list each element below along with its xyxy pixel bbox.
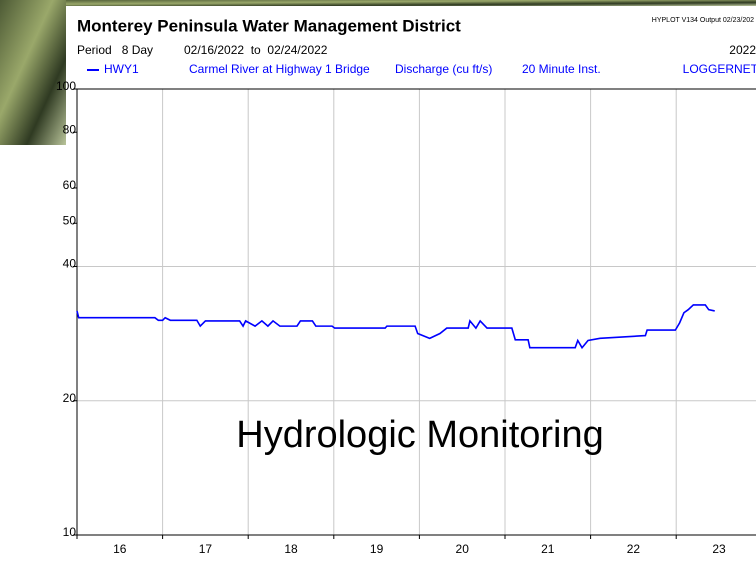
page: Monterey Peninsula Water Management Dist… — [0, 0, 756, 559]
y-tick-label: 60 — [63, 178, 77, 192]
y-tick-label: 20 — [63, 391, 77, 405]
source: LOGGERNET — [683, 62, 756, 76]
x-tick-label: 18 — [284, 542, 298, 556]
chart: Monterey Peninsula Water Management Dist… — [0, 0, 756, 559]
photo-strip — [0, 0, 756, 6]
y-tick-label: 40 — [63, 257, 77, 271]
program-note: HYPLOT V134 Output 02/23/202 — [652, 17, 754, 24]
y-tick-label: 80 — [63, 122, 77, 136]
station: Carmel River at Highway 1 Bridge — [189, 62, 370, 76]
parameter: Discharge (cu ft/s) — [395, 62, 492, 76]
x-tick-label: 20 — [456, 542, 470, 556]
x-tick-label: 17 — [199, 542, 213, 556]
interval: 20 Minute Inst. — [522, 62, 601, 76]
x-tick-label: 19 — [370, 542, 384, 556]
annotation: Hydrologic Monitoring — [236, 414, 604, 456]
legend-label: HWY1 — [104, 62, 139, 76]
photo — [0, 0, 66, 145]
chart-title: Monterey Peninsula Water Management Dist… — [77, 16, 461, 35]
x-tick-label: 22 — [627, 542, 641, 556]
year: 2022 — [729, 43, 756, 57]
date-range: 02/16/2022 to 02/24/2022 — [184, 43, 328, 57]
x-tick-label: 16 — [113, 542, 127, 556]
x-tick-label: 23 — [712, 542, 726, 556]
y-tick-label: 50 — [63, 213, 77, 227]
period: Period 8 Day — [77, 43, 153, 57]
y-tick-label: 10 — [63, 525, 77, 539]
y-tick-label: 100 — [56, 79, 76, 93]
x-tick-label: 21 — [541, 542, 555, 556]
